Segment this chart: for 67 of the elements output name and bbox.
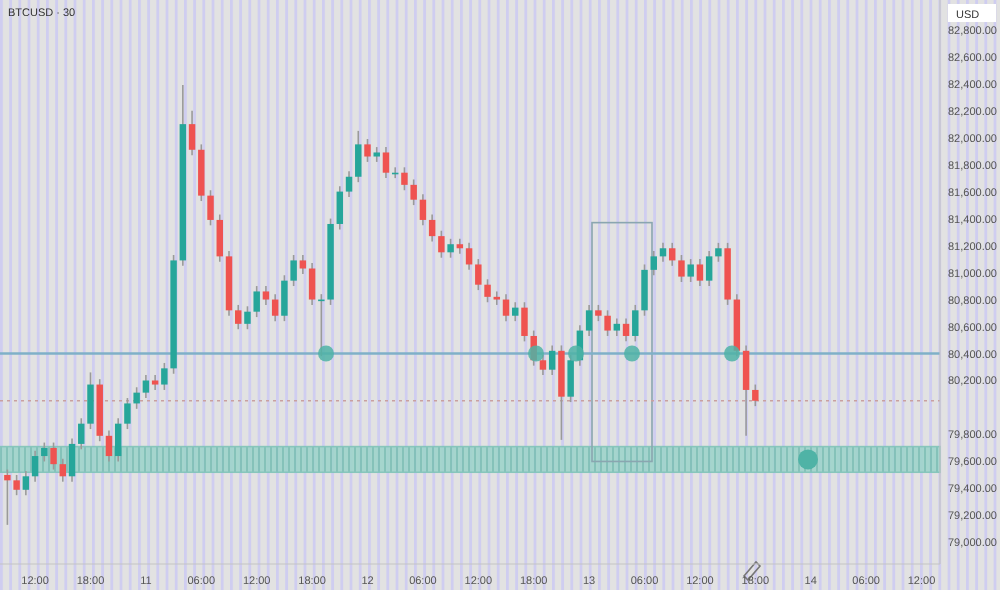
candlestick (198, 143, 205, 202)
candlestick (188, 109, 196, 156)
candlestick (87, 371, 94, 430)
candlestick (364, 138, 371, 163)
candlestick (502, 293, 510, 322)
candlestick (521, 301, 528, 343)
candlestick (271, 293, 279, 322)
candlestick (742, 344, 750, 437)
candlestick (161, 362, 168, 391)
candlestick (59, 457, 67, 483)
candlestick (281, 274, 288, 322)
candlestick (4, 468, 11, 526)
candlestick (207, 189, 214, 227)
candlestick (290, 254, 297, 287)
candlestick (68, 437, 76, 483)
candlestick (752, 383, 759, 407)
candlestick (650, 250, 657, 277)
candlestick (475, 258, 482, 291)
candlestick (216, 213, 223, 263)
candlestick (484, 278, 491, 304)
candlestick (262, 285, 270, 306)
candlestick (715, 242, 722, 263)
candlestick (428, 213, 436, 243)
candlestick (133, 386, 140, 410)
candlestick (78, 417, 85, 451)
candlestick (13, 474, 20, 496)
candlestick (465, 242, 473, 271)
candlestick (678, 254, 685, 283)
candlestick (336, 185, 344, 231)
candlestick (705, 250, 713, 287)
candlestick (687, 258, 694, 283)
candlestick (632, 304, 639, 343)
candlestick (493, 290, 501, 306)
candlestick (142, 374, 150, 399)
candlestick (410, 178, 417, 206)
candlestick (438, 229, 445, 259)
candlestick (641, 263, 648, 317)
candlestick (585, 304, 593, 337)
candlestick (622, 317, 630, 343)
candlestick (567, 354, 574, 403)
candlestick (124, 397, 131, 430)
candlestick (539, 354, 547, 376)
candlestick (31, 449, 39, 483)
candlestick (235, 304, 242, 331)
candlestick (512, 301, 519, 322)
candlestick (668, 242, 676, 267)
candlestick (22, 470, 30, 496)
candlestick (419, 193, 427, 227)
candlestick (308, 262, 316, 306)
candlestick (659, 242, 667, 263)
candlestick (382, 146, 390, 179)
candlestick (50, 441, 57, 471)
candlestick (41, 441, 48, 463)
candlestick (558, 344, 565, 441)
candlestick (114, 417, 122, 463)
candlestick (355, 130, 362, 183)
candlestick (696, 258, 704, 287)
candlestick (447, 238, 454, 259)
candlestick (604, 309, 611, 337)
candlestick (456, 238, 464, 255)
candlestick (253, 285, 260, 318)
candlestick (105, 429, 113, 463)
candlestick (401, 166, 408, 192)
candlestick (244, 305, 251, 331)
candlestick (299, 254, 307, 275)
candlestick (345, 170, 353, 198)
candlestick (548, 344, 556, 376)
